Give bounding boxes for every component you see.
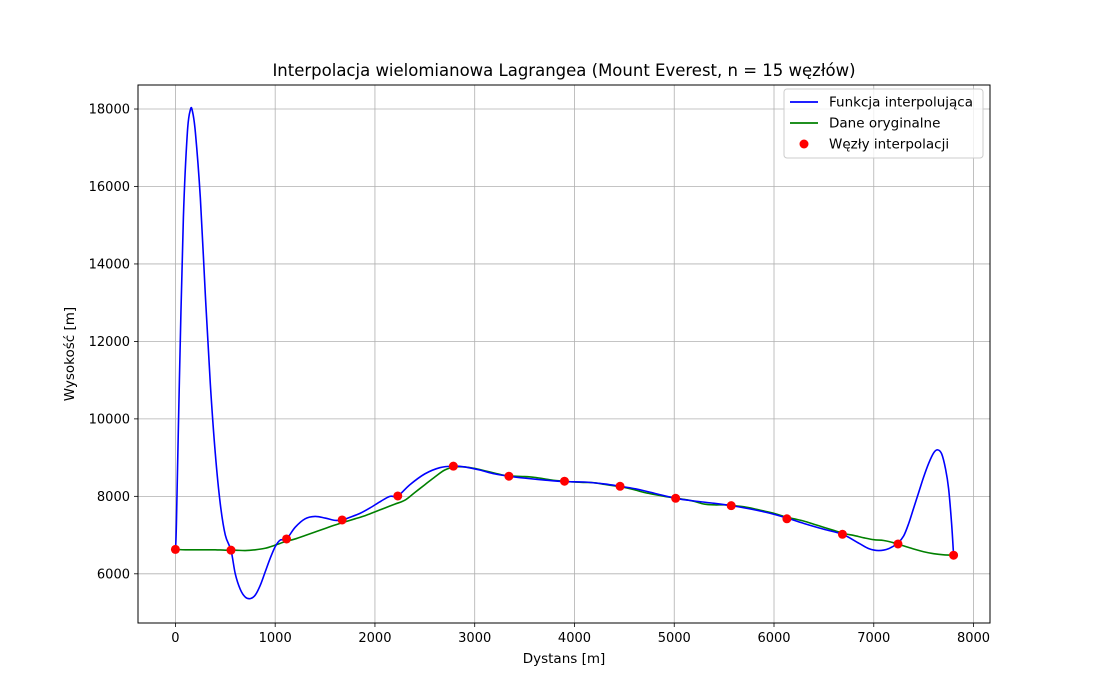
interpolation-node-point — [504, 471, 514, 481]
x-tick-label: 2000 — [358, 631, 391, 646]
legend-marker-swatch — [799, 139, 809, 149]
interpolation-node-point — [226, 545, 236, 555]
interpolation-node-point — [671, 493, 681, 503]
legend-label: Funkcja interpolująca — [829, 95, 973, 111]
x-tick-label: 0 — [171, 631, 179, 646]
x-tick-label: 5000 — [658, 631, 691, 646]
x-tick-label: 1000 — [259, 631, 292, 646]
interpolation-node-point — [837, 529, 847, 539]
grid — [138, 85, 990, 623]
legend-box — [783, 88, 984, 159]
legend: Funkcja interpolująca Dane oryginalne Węzł… — [783, 88, 984, 159]
y-tick-label: 10000 — [89, 412, 130, 427]
interpolation-node-point — [949, 550, 959, 560]
y-axis-label: Wysokość [m] — [62, 307, 78, 401]
plot-area — [170, 106, 959, 600]
interpolation-node-point — [282, 534, 292, 544]
interpolation-node-point — [615, 481, 625, 491]
x-axis-label: Dystans [m] — [523, 651, 606, 667]
x-tick-label: 7000 — [857, 631, 890, 646]
ticks: 0 1000 2000 3000 4000 5000 6000 7000 8000 6000 800… — [89, 103, 990, 646]
legend-label: Dane oryginalne — [829, 116, 940, 132]
interpolation-node-point — [393, 491, 403, 501]
legend-label: Węzły interpolacji — [829, 137, 949, 153]
y-tick-label: 12000 — [89, 335, 130, 350]
x-tick-label: 4000 — [558, 631, 591, 646]
x-tick-label: 6000 — [757, 631, 790, 646]
x-tick-label: 3000 — [458, 631, 491, 646]
interpolation-node-point — [170, 544, 180, 554]
interpolation-node-point — [559, 476, 569, 486]
interpolation-line — [174, 106, 955, 600]
y-tick-label: 8000 — [97, 490, 130, 505]
interpolation-node-point — [726, 501, 736, 511]
interpolation-node-point — [448, 461, 458, 471]
interpolation-node-point — [337, 515, 347, 525]
interpolation-node-point — [782, 514, 792, 524]
chart-title: Interpolacja wielomianowa Lagrangea (Mou… — [272, 61, 855, 80]
y-tick-label: 6000 — [97, 567, 130, 582]
y-tick-label: 18000 — [89, 103, 130, 118]
x-tick-label: 8000 — [957, 631, 990, 646]
y-tick-label: 14000 — [89, 257, 130, 272]
y-tick-label: 16000 — [89, 180, 130, 195]
axes-frame — [137, 84, 991, 624]
interpolation-node-point — [893, 539, 903, 549]
